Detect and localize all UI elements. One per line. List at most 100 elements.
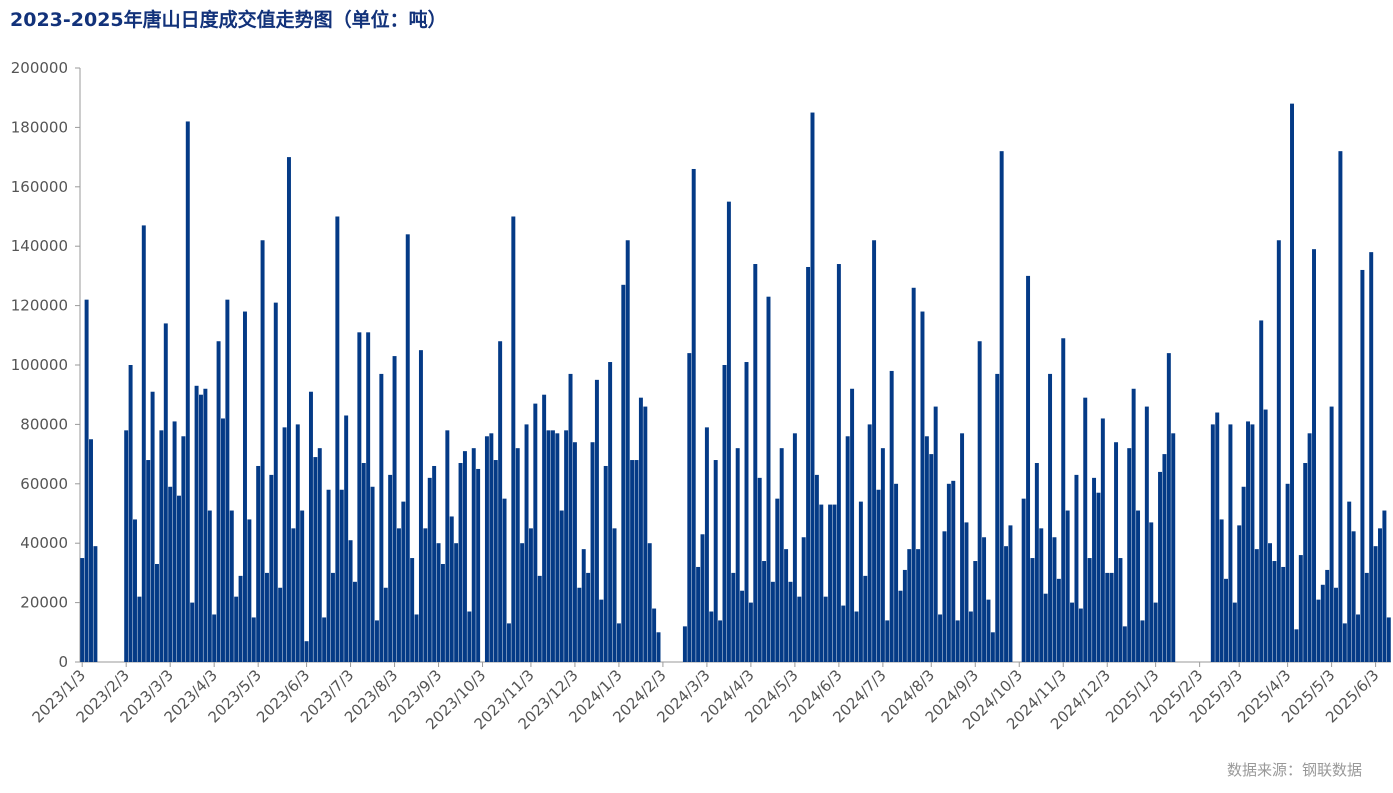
bar [1268, 543, 1272, 662]
bar [999, 151, 1004, 662]
bar [581, 549, 586, 662]
bar [396, 528, 401, 662]
bar [1074, 474, 1079, 662]
bar [550, 430, 555, 662]
bar [133, 519, 137, 662]
bar [709, 611, 714, 662]
bar [467, 611, 472, 662]
bar [924, 436, 929, 662]
bar [1158, 471, 1163, 662]
bar [740, 590, 745, 662]
bar [867, 424, 872, 662]
bar [322, 617, 327, 662]
bar [753, 264, 758, 662]
bar [810, 112, 815, 663]
y-tick-label: 100000 [11, 356, 68, 374]
bar [902, 569, 907, 662]
bar [1026, 275, 1031, 662]
bar [784, 549, 789, 662]
bar [1092, 477, 1097, 662]
bar [1373, 546, 1378, 662]
bar [990, 632, 995, 662]
bar [155, 563, 159, 662]
bar [880, 448, 885, 662]
bar [1276, 240, 1281, 662]
bar [762, 561, 767, 662]
bar [225, 299, 230, 662]
bar [766, 296, 771, 662]
bar [1228, 424, 1233, 662]
bar [370, 486, 375, 662]
bar [247, 519, 252, 662]
bar [872, 240, 877, 662]
bar [1087, 558, 1092, 662]
bar [1272, 561, 1277, 662]
bar [163, 323, 168, 662]
bar [1351, 531, 1356, 662]
bar [326, 489, 331, 662]
bar [973, 561, 978, 662]
bar [929, 454, 934, 662]
bar [977, 341, 982, 662]
bar [1171, 433, 1176, 662]
bar [555, 433, 560, 662]
bar [801, 537, 806, 662]
bar [1030, 558, 1035, 662]
bar [264, 572, 269, 662]
bar [960, 433, 965, 662]
bar [159, 430, 164, 662]
y-tick-label: 140000 [11, 237, 68, 255]
bar [344, 415, 349, 662]
bar [1259, 320, 1264, 662]
bar [898, 590, 903, 662]
bar [313, 457, 318, 662]
bar [506, 623, 511, 662]
bar [528, 528, 533, 662]
bar [1250, 424, 1255, 662]
y-tick-label: 160000 [11, 178, 68, 196]
bar [1008, 525, 1013, 662]
bar [1369, 252, 1374, 662]
y-tick-label: 180000 [11, 118, 68, 136]
bar [603, 465, 608, 662]
bar [1285, 483, 1290, 662]
bar [951, 480, 956, 662]
bar [405, 234, 410, 662]
y-tick-label: 40000 [20, 534, 68, 552]
bar [80, 558, 85, 662]
bar [638, 397, 643, 662]
bar [1360, 269, 1365, 662]
y-tick-label: 60000 [20, 475, 68, 493]
bar [643, 406, 648, 662]
bar [1065, 510, 1070, 662]
bar [388, 474, 393, 662]
bar [1043, 593, 1048, 662]
bar [128, 365, 133, 662]
bar [1237, 525, 1242, 662]
bar [1056, 578, 1061, 662]
bar [1004, 546, 1009, 662]
bar [1210, 424, 1215, 662]
bar [445, 430, 450, 662]
bar [207, 510, 212, 662]
bar [124, 430, 129, 662]
bar [242, 311, 247, 662]
bar [168, 486, 173, 662]
bar [471, 448, 476, 662]
bar [137, 596, 142, 662]
bar [1232, 602, 1237, 662]
bar [401, 501, 406, 662]
bar [185, 121, 190, 662]
bar [1325, 569, 1330, 662]
bar [1122, 626, 1127, 662]
bar [942, 531, 947, 662]
bar [335, 216, 340, 662]
bar [634, 460, 639, 662]
bar [797, 596, 802, 662]
bar [524, 424, 529, 662]
bar [1136, 510, 1141, 662]
bar [366, 332, 371, 662]
bar [1224, 578, 1229, 662]
bar [291, 528, 296, 662]
bar [612, 528, 617, 662]
